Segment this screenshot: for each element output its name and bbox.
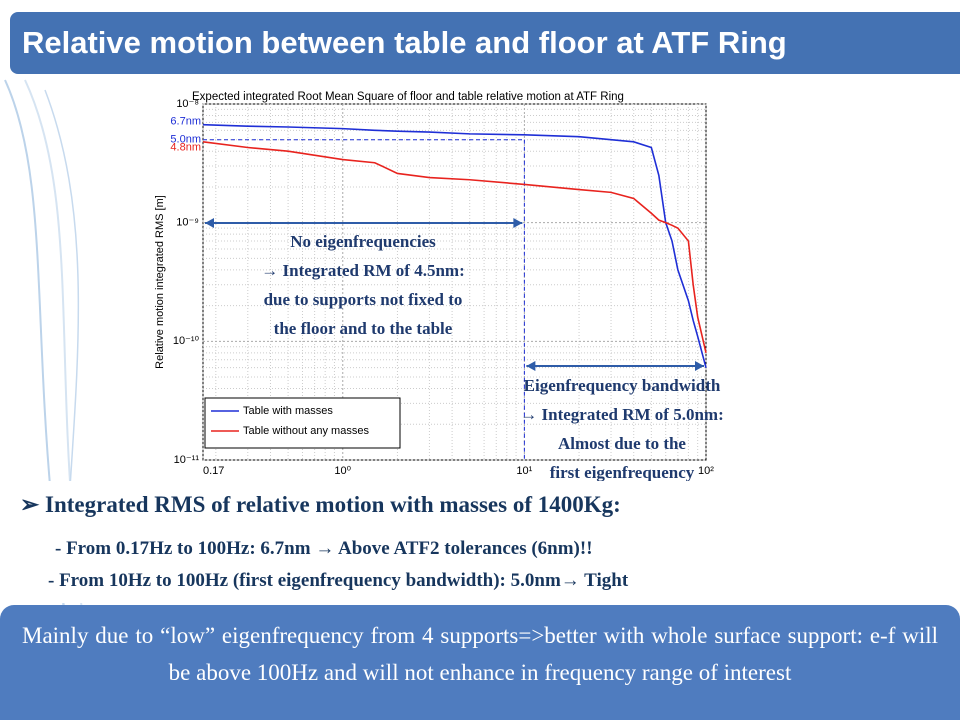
annotation-text: Almost due to the (558, 434, 686, 453)
footer-text: Mainly due to “low” eigenfrequency from … (22, 623, 938, 685)
arrow-head (526, 361, 536, 371)
annotation-text: Eigenfrequency bandwidth (524, 376, 721, 395)
legend-label: Table with masses (243, 405, 333, 417)
chart: Expected integrated Root Mean Square of … (154, 91, 724, 482)
series-line (202, 141, 707, 354)
bullet: ➢ Integrated RMS of relative motion with… (20, 492, 621, 517)
annotation-text: No eigenfrequencies (290, 232, 436, 251)
series-line (202, 123, 707, 368)
y-annotation: 4.8nm (170, 142, 201, 154)
slide-title: Relative motion between table and floor … (22, 25, 787, 60)
annotation-text: the floor and to the table (274, 319, 453, 338)
arrow-head (695, 361, 704, 371)
legend-label: Table without any masses (243, 425, 369, 437)
bullet: - From 0.17Hz to 100Hz: 6.7nm → Above AT… (55, 538, 593, 559)
y-annotation: 6.7nm (170, 116, 201, 128)
y-tick-label: 10⁻⁹ (176, 217, 199, 229)
x-tick-label: 10² (698, 465, 714, 477)
x-tick-label: 0.17 (203, 465, 224, 477)
chart-title: Expected integrated Root Mean Square of … (192, 91, 624, 103)
y-annotation: 5.0nm (170, 134, 201, 146)
arrow-head (205, 218, 214, 228)
y-tick-label: 10⁻⁸ (176, 98, 199, 110)
y-tick-label: 10⁻¹¹ (174, 454, 200, 466)
y-tick-label: 10⁻¹⁰ (173, 335, 200, 347)
bullet: - From 10Hz to 100Hz (first eigenfrequen… (48, 570, 629, 591)
y-axis-label: Relative motion integrated RMS [m] (154, 195, 166, 369)
legend-box (204, 397, 401, 449)
annotation-text: due to supports not fixed to (264, 290, 463, 309)
bullet-panel (10, 481, 960, 603)
arrow-head (513, 218, 523, 228)
annotation-text: → Integrated RM of 5.0nm: (520, 405, 724, 424)
annotation-text: first eigenfrequency (550, 463, 695, 482)
title-bar (10, 12, 960, 74)
annotation-text: → Integrated RM of 4.5nm: (261, 261, 465, 280)
x-tick-label: 10¹ (516, 465, 532, 477)
x-tick-label: 10⁰ (334, 465, 351, 477)
footer-box: Mainly due to “low” eigenfrequency from … (0, 605, 960, 720)
